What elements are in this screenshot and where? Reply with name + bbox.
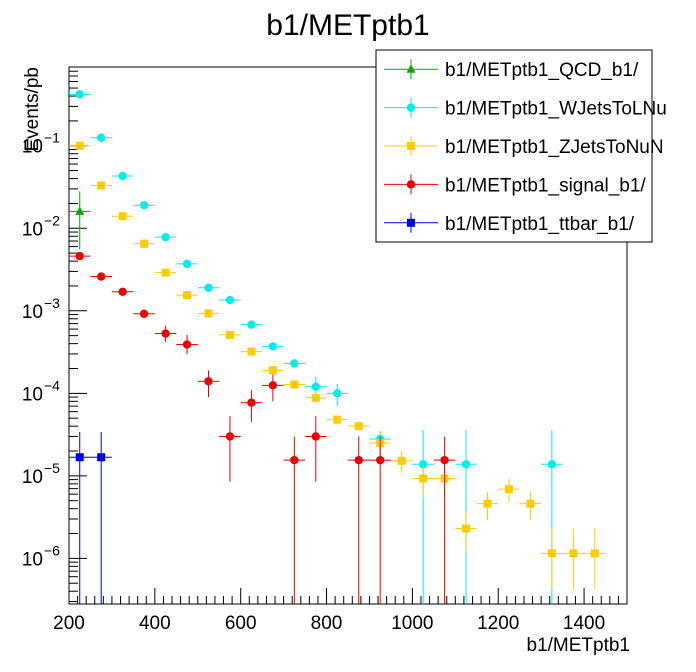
data-point: [355, 456, 363, 464]
legend-entry: b1/METptb1_ttbar_b1/: [445, 214, 635, 235]
legend-entry: b1/METptb1_WJetsToLNu: [445, 99, 667, 120]
data-point: [118, 172, 126, 180]
data-point: [312, 383, 320, 391]
data-point: [76, 142, 84, 150]
data-point: [205, 309, 213, 317]
y-tick-exponent: −3: [44, 295, 60, 311]
x-tick-label: 400: [139, 613, 171, 634]
y-tick-label: 10: [22, 219, 43, 240]
data-point: [140, 240, 148, 248]
data-point: [462, 460, 470, 468]
legend-entry: b1/METptb1_signal_b1/: [445, 175, 646, 196]
y-tick-label: 10: [22, 549, 43, 570]
data-point: [183, 291, 191, 299]
y-tick-exponent: −6: [44, 542, 60, 558]
data-point: [484, 500, 492, 508]
data-point: [76, 252, 84, 260]
data-point: [333, 416, 341, 424]
data-point: [440, 456, 448, 464]
x-tick-label: 800: [311, 613, 343, 634]
data-point: [407, 180, 415, 188]
data-point: [462, 525, 470, 533]
data-point: [591, 549, 599, 557]
legend-entry: b1/METptb1_ZJetsToNuN: [445, 137, 664, 158]
data-point: [183, 260, 191, 268]
data-point: [97, 134, 105, 142]
data-point: [140, 310, 148, 318]
y-tick-exponent: −1: [44, 130, 60, 146]
data-point: [119, 212, 127, 220]
x-tick-label: 1000: [391, 613, 433, 634]
data-point: [419, 474, 427, 482]
data-point: [118, 288, 126, 296]
x-tick-label: 200: [53, 613, 85, 634]
data-point: [407, 142, 415, 150]
x-axis-label: b1/METptb1: [527, 635, 631, 656]
data-point: [290, 456, 298, 464]
data-point: [505, 485, 513, 493]
data-point: [226, 296, 234, 304]
data-point: [247, 320, 255, 328]
data-point: [183, 340, 191, 348]
data-point: [312, 394, 320, 402]
data-point: [97, 181, 105, 189]
data-point: [247, 348, 255, 356]
data-point: [407, 219, 415, 227]
data-point: [398, 457, 406, 465]
data-point: [355, 422, 363, 430]
data-point: [162, 269, 170, 277]
data-point: [269, 381, 277, 389]
data-point: [204, 284, 212, 292]
y-tick-label: 10: [22, 467, 43, 488]
data-point: [161, 233, 169, 241]
data-point: [269, 366, 277, 374]
data-point: [269, 342, 277, 350]
data-point: [247, 398, 255, 406]
data-point: [312, 432, 320, 440]
data-point: [548, 549, 556, 557]
data-point: [140, 201, 148, 209]
y-axis-label: Events/pb: [22, 67, 43, 152]
data-point: [333, 389, 341, 397]
data-point: [526, 500, 534, 508]
data-point: [407, 103, 415, 111]
legend-entry: b1/METptb1_QCD_b1/: [445, 60, 639, 81]
data-point: [97, 453, 105, 461]
data-point: [290, 380, 298, 388]
y-tick-label: 10: [22, 302, 43, 323]
data-point: [226, 331, 234, 339]
data-point: [290, 359, 298, 367]
y-tick-label: 10: [22, 384, 43, 405]
data-point: [76, 453, 84, 461]
x-tick-label: 600: [225, 613, 257, 634]
y-tick-exponent: −5: [44, 460, 60, 476]
data-point: [204, 377, 212, 385]
x-tick-label: 1200: [477, 613, 519, 634]
data-point: [76, 90, 84, 98]
data-point: [161, 329, 169, 337]
y-tick-exponent: −2: [44, 212, 60, 228]
y-tick-exponent: −4: [44, 377, 60, 393]
data-point: [569, 549, 577, 557]
data-point: [226, 432, 234, 440]
legend: b1/METptb1_QCD_b1/b1/METptb1_WJetsToLNub…: [376, 50, 667, 242]
data-point: [376, 456, 384, 464]
data-point: [97, 272, 105, 280]
chart-title: b1/METptb1: [266, 9, 429, 42]
x-tick-label: 1400: [563, 613, 605, 634]
data-point: [548, 460, 556, 468]
